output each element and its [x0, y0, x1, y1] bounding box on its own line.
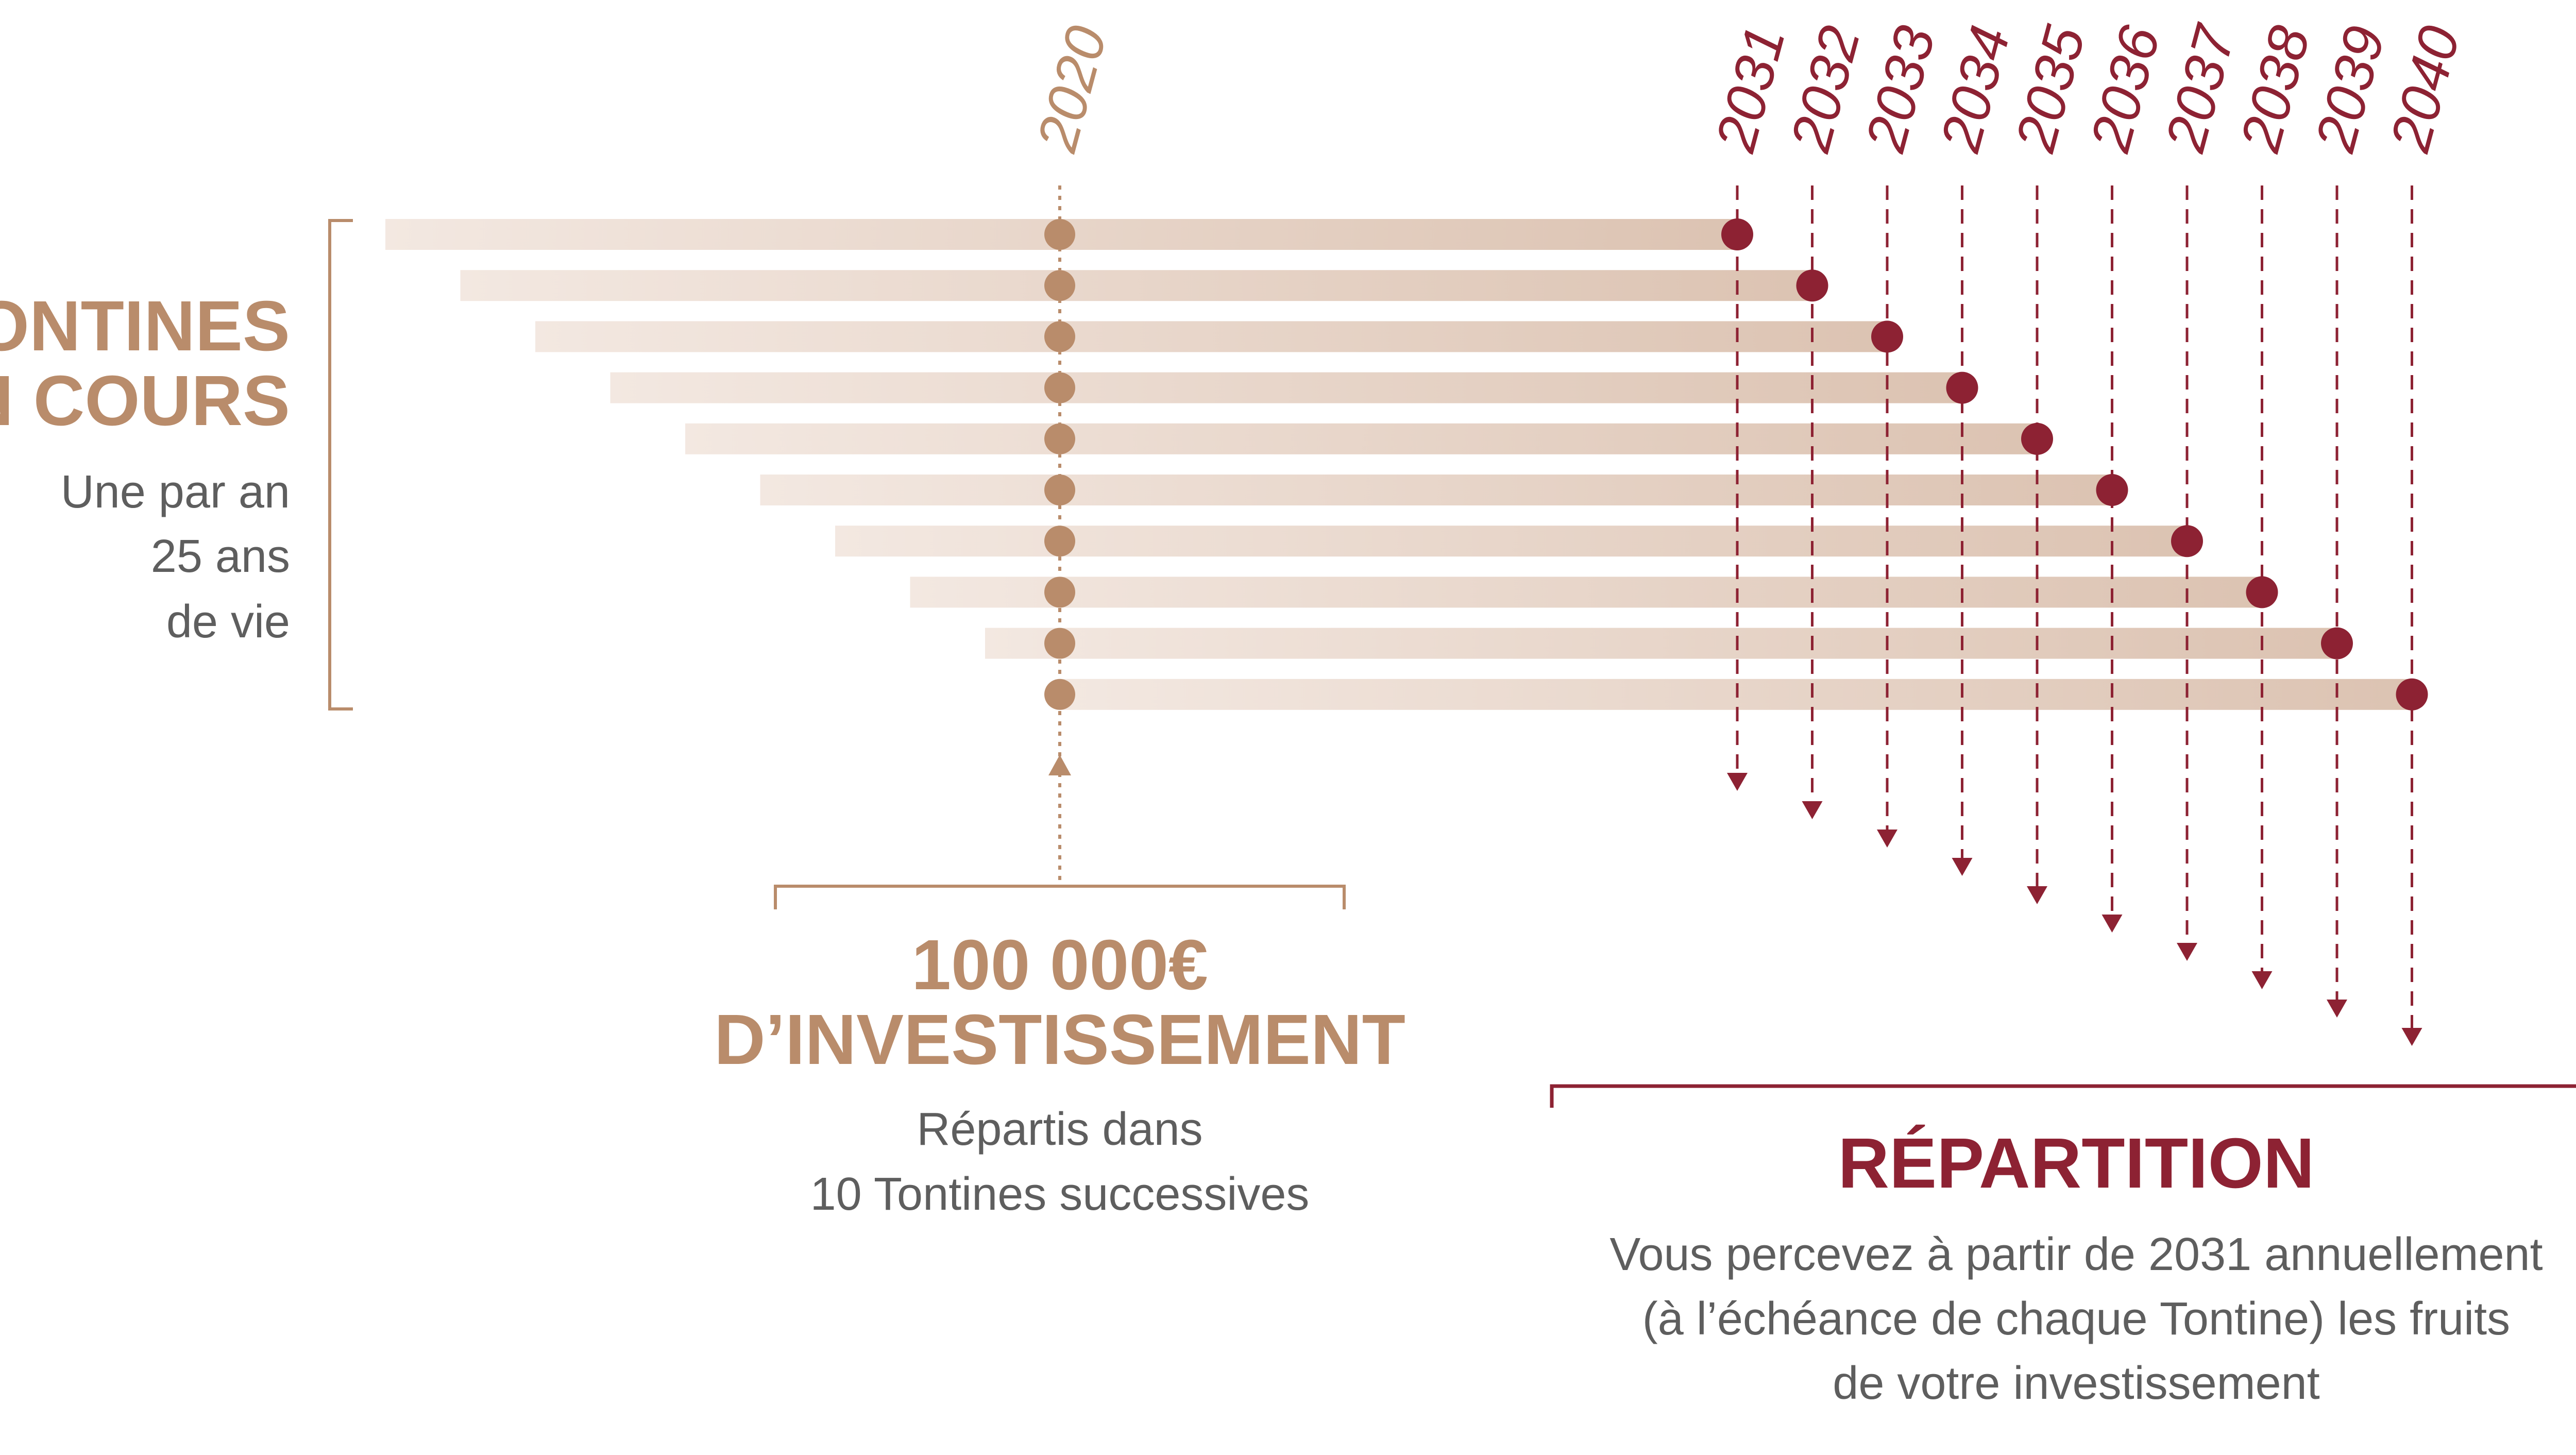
maturity-arrow-head — [2027, 886, 2047, 904]
repartition-sub-line3: de votre investissement — [1833, 1358, 2319, 1409]
repartition-bracket — [1550, 1084, 2576, 1108]
invest-title-line1: 100 000€ — [911, 925, 1208, 1005]
invest-arrow-head — [1048, 755, 1071, 775]
tontine-bar — [910, 577, 2262, 608]
invest-sub-line1: Répartis dans — [917, 1104, 1202, 1155]
left-sub-line3: de vie — [166, 596, 290, 648]
maturity-arrow-head — [2327, 1000, 2347, 1018]
start-dot — [1044, 423, 1075, 454]
maturity-dot — [2021, 422, 2053, 455]
tontine-bar — [760, 475, 2112, 505]
repartition-sub-line2: (à l’échéance de chaque Tontine) les fru… — [1642, 1293, 2510, 1345]
start-dot — [1044, 475, 1075, 505]
left-title-line1: TONTINES — [0, 286, 290, 366]
left-panel: TONTINES EN COURS Une par an 25 ans de v… — [0, 286, 290, 648]
left-sub-line2: 25 ans — [151, 531, 290, 582]
tontine-bar — [685, 423, 2037, 454]
start-dot — [1044, 628, 1075, 659]
tontine-bar — [985, 628, 2337, 659]
tontine-bar — [1060, 679, 2412, 710]
maturity-arrow-head — [1802, 801, 1823, 819]
invest-panel: 100 000€ D’INVESTISSEMENT Répartis dans … — [714, 755, 1405, 1220]
start-year-label: 2020 — [1025, 20, 1118, 158]
invest-sub-line2: 10 Tontines successives — [810, 1169, 1310, 1220]
tontine-bar — [610, 372, 1962, 403]
start-dot — [1044, 679, 1075, 710]
maturity-arrow-head — [1952, 858, 1973, 876]
start-dot — [1044, 577, 1075, 608]
tontine-bar — [835, 526, 2187, 557]
maturity-arrow-head — [1877, 830, 1897, 848]
start-dot — [1044, 526, 1075, 557]
tontine-bar — [535, 321, 1887, 352]
start-dot — [1044, 219, 1075, 250]
repartition-sub-line1: Vous percevez à partir de 2031 annuellem… — [1609, 1229, 2543, 1280]
tontine-bar — [460, 270, 1812, 301]
maturity-arrow-head — [2177, 943, 2197, 961]
maturity-arrow-head — [2251, 971, 2273, 989]
tontine-bars — [385, 218, 2428, 710]
maturity-arrow-head — [2102, 915, 2123, 933]
left-bracket — [328, 219, 353, 710]
invest-title-line2: D’INVESTISSEMENT — [714, 1000, 1405, 1079]
maturity-arrow-head — [1727, 773, 1748, 791]
left-sub-line1: Une par an — [61, 466, 290, 518]
start-dot — [1044, 321, 1075, 352]
start-dot — [1044, 270, 1075, 301]
repartition-title: RÉPARTITION — [1838, 1124, 2314, 1203]
maturity-dot — [2096, 474, 2128, 506]
invest-bracket — [774, 885, 1346, 909]
start-dot — [1044, 372, 1075, 403]
maturity-arrow-head — [2401, 1028, 2422, 1046]
left-title-line2: EN COURS — [0, 361, 290, 441]
repartition-panel: RÉPARTITION Vous percevez à partir de 20… — [1550, 1084, 2576, 1409]
